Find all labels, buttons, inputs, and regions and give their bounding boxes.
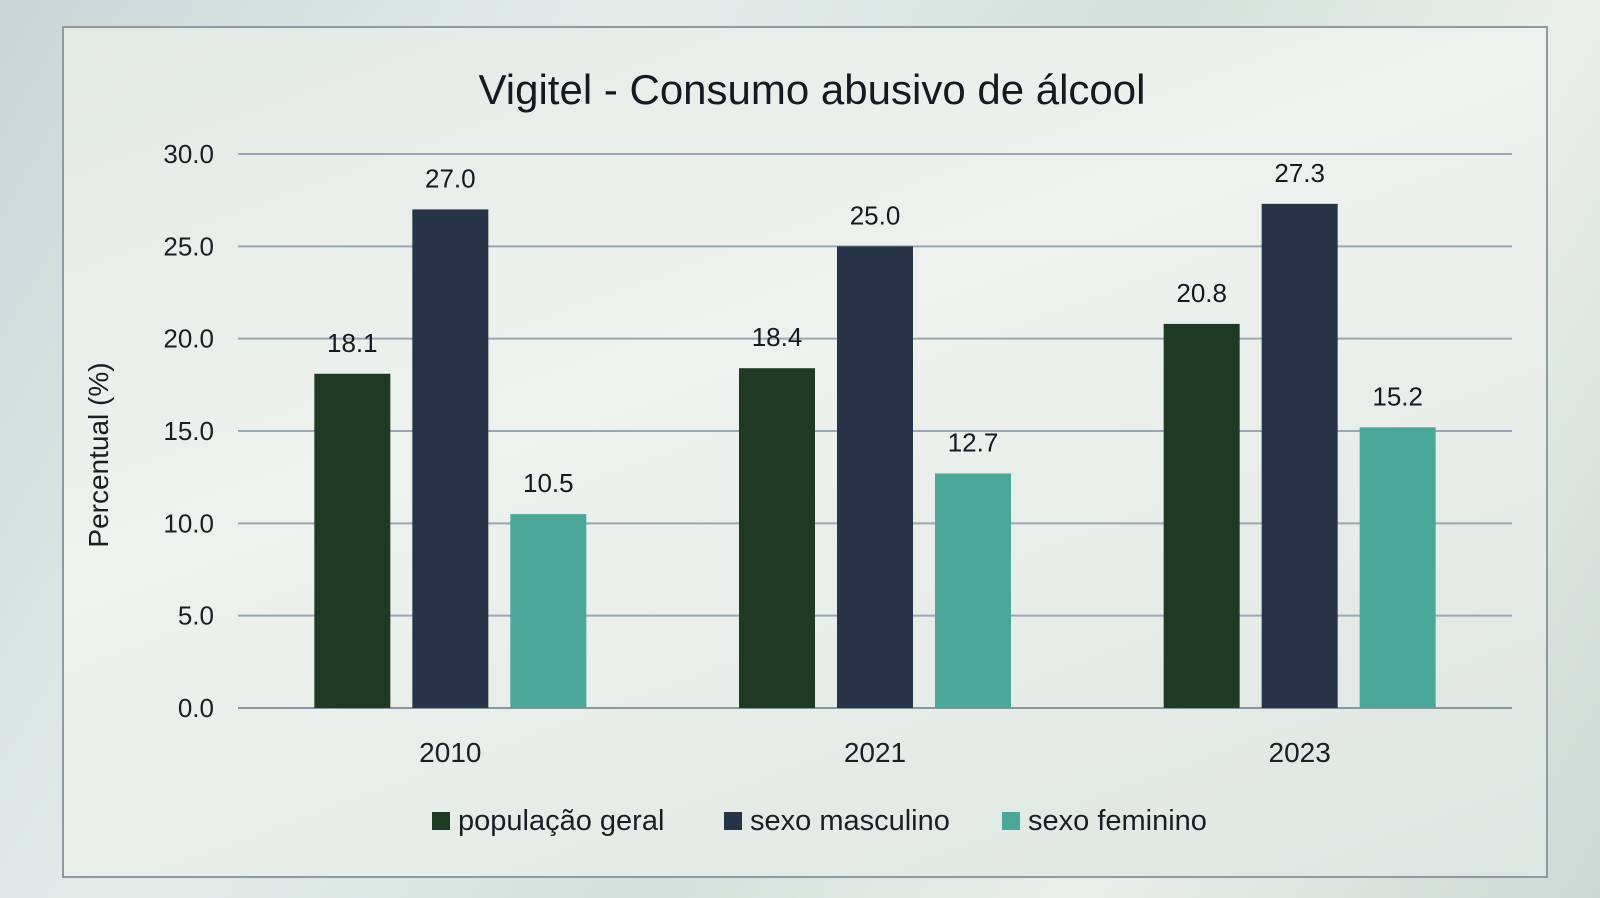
legend-swatch <box>724 812 742 830</box>
data-label: 18.4 <box>752 322 803 352</box>
bar-2023-1 <box>1261 203 1338 709</box>
legend-label: população geral <box>458 805 664 837</box>
bars <box>314 203 1436 709</box>
bar-2023-0 <box>1163 323 1240 708</box>
y-tick-label: 30.0 <box>163 139 214 169</box>
y-tick-label: 25.0 <box>163 231 214 261</box>
data-labels: 18.1 27.0 10.5 18.4 25.0 12.7 20.8 27.3 15.2 <box>327 158 1423 498</box>
legend: população geral sexo masculino sexo femini… <box>432 805 1207 837</box>
legend-swatch <box>1002 812 1020 830</box>
data-label: 20.8 <box>1176 278 1227 308</box>
x-axis-categories: 2010 2021 2023 <box>419 737 1331 768</box>
bar-2023-2 <box>1359 427 1436 708</box>
bar-2010-1 <box>412 209 489 708</box>
data-label: 25.0 <box>850 200 901 230</box>
x-category-label: 2021 <box>844 737 906 768</box>
bar-2021-0 <box>739 368 815 708</box>
y-axis-title: Percentual (%) <box>83 362 114 547</box>
bar-2010-0 <box>314 373 391 708</box>
y-tick-label: 10.0 <box>163 508 214 538</box>
y-tick-label: 0.0 <box>178 693 214 723</box>
data-label: 18.1 <box>327 328 378 358</box>
y-tick-label: 15.0 <box>163 416 214 446</box>
x-category-label: 2023 <box>1269 737 1331 768</box>
data-label: 27.0 <box>425 163 476 193</box>
bar-2010-2 <box>510 514 587 708</box>
legend-label: sexo feminino <box>1028 805 1207 837</box>
y-tick-label: 5.0 <box>178 601 214 631</box>
bar-2021-1 <box>837 246 913 709</box>
y-axis-ticks: 0.0 5.0 10.0 15.0 20.0 25.0 30.0 <box>163 139 214 723</box>
legend-label: sexo masculino <box>750 805 950 837</box>
x-category-label: 2010 <box>419 737 481 768</box>
legend-swatch <box>432 812 450 830</box>
data-label: 15.2 <box>1372 381 1423 411</box>
data-label: 27.3 <box>1274 158 1325 188</box>
data-label: 12.7 <box>948 427 999 457</box>
chart-title: Vigitel - Consumo abusivo de álcool <box>479 66 1146 113</box>
y-tick-label: 20.0 <box>163 324 214 354</box>
data-label: 10.5 <box>523 468 574 498</box>
bar-2021-2 <box>935 473 1011 708</box>
